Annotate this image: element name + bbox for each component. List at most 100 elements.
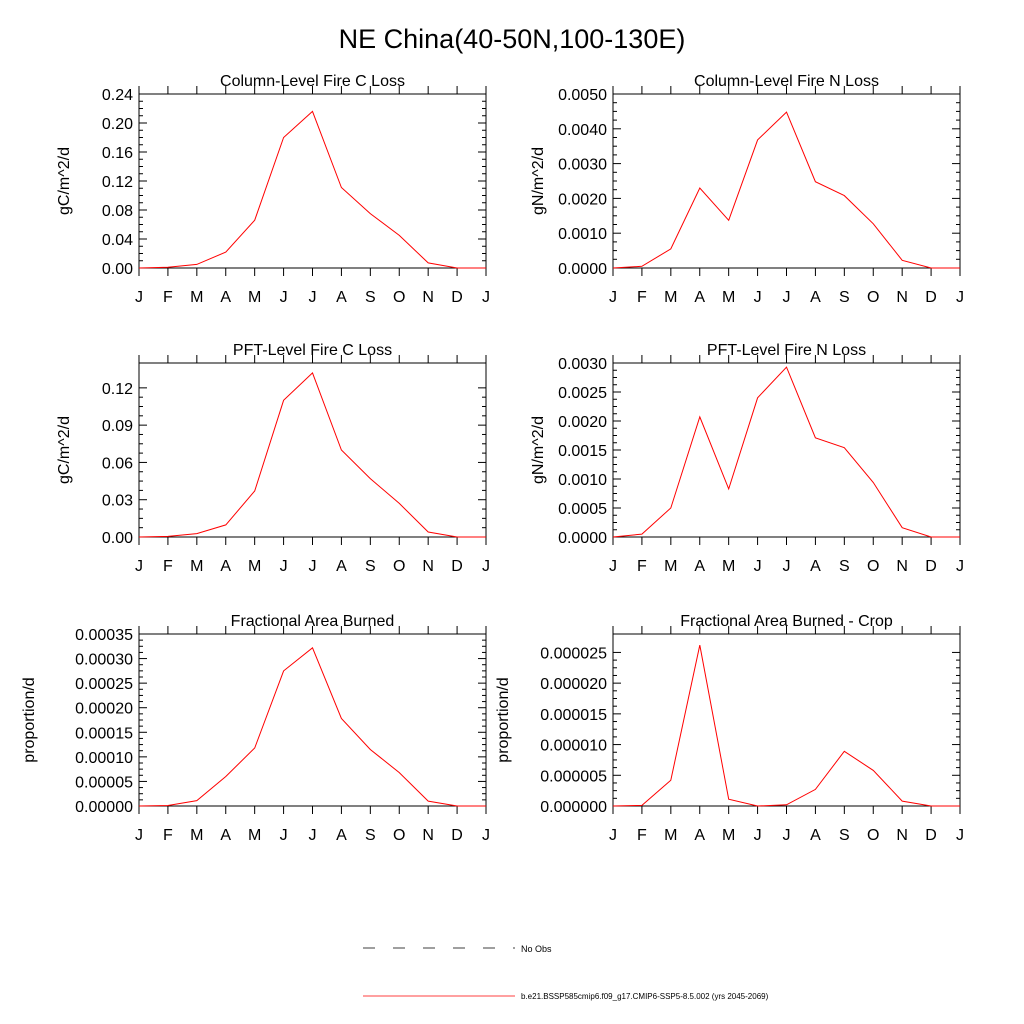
y-tick-label: 0.000000 xyxy=(540,799,607,816)
plot-frame xyxy=(138,633,487,807)
chart-panel-4: PFT-Level Fire N Loss gN/m^2/d 0.0000 0.000… xyxy=(530,342,964,575)
x-tick-label: A xyxy=(336,558,347,575)
y-tick-label: 0.20 xyxy=(102,116,133,133)
x-tick-label: D xyxy=(925,558,937,575)
y-tick-label: 0.0000 xyxy=(558,261,607,278)
x-tick-label: M xyxy=(190,558,203,575)
x-tick-label: D xyxy=(451,827,463,844)
x-tick-label: M xyxy=(664,558,677,575)
y-tick-label: 0.24 xyxy=(102,87,133,104)
y-tick-label: 0.0040 xyxy=(558,122,607,139)
x-tick-label: S xyxy=(839,558,850,575)
x-tick-label: J xyxy=(482,558,490,575)
x-tick-label: M xyxy=(722,558,735,575)
x-tick-label: F xyxy=(163,289,173,306)
y-tick-label: 0.0020 xyxy=(558,414,607,431)
y-tick-label: 0.00000 xyxy=(75,799,133,816)
x-tick-label: M xyxy=(190,289,203,306)
y-tick-label: 0.00025 xyxy=(75,676,133,693)
x-tick-label: J xyxy=(309,558,317,575)
x-tick-label: S xyxy=(365,558,376,575)
y-tick-label: 0.00010 xyxy=(75,750,133,767)
x-tick-label: O xyxy=(393,289,405,306)
y-tick-label: 0.00 xyxy=(102,261,133,278)
x-tick-label: M xyxy=(248,558,261,575)
x-tick-label: A xyxy=(336,289,347,306)
y-tick-label: 0.000025 xyxy=(540,645,607,662)
x-tick-label: O xyxy=(867,558,879,575)
x-tick-label: F xyxy=(637,558,647,575)
chart-panel-1: Column-Level Fire C Loss gC/m^2/d 0.00 0.04… xyxy=(56,73,490,306)
x-tick-label: O xyxy=(867,827,879,844)
x-tick-label: J xyxy=(135,827,143,844)
y-axis-label: gN/m^2/d xyxy=(530,416,547,484)
x-tick-label: F xyxy=(163,827,173,844)
x-tick-label: A xyxy=(810,558,821,575)
x-tick-label: J xyxy=(280,558,288,575)
plot-frame xyxy=(612,633,961,807)
chart-panel-3: PFT-Level Fire C Loss gC/m^2/d 0.00 0.03 0.0… xyxy=(56,342,490,575)
x-tick-label: J xyxy=(280,827,288,844)
x-tick-label: J xyxy=(956,827,964,844)
x-tick-label: F xyxy=(637,289,647,306)
x-tick-label: J xyxy=(956,558,964,575)
plot-frame xyxy=(612,362,961,538)
y-tick-label: 0.12 xyxy=(102,381,133,398)
x-tick-label: J xyxy=(280,289,288,306)
x-tick-label: J xyxy=(754,558,762,575)
x-tick-label: J xyxy=(482,289,490,306)
x-tick-label: D xyxy=(925,827,937,844)
y-axis-label: gC/m^2/d xyxy=(56,416,73,484)
x-tick-label: N xyxy=(896,558,908,575)
x-tick-label: J xyxy=(783,827,791,844)
x-tick-label: A xyxy=(810,289,821,306)
x-tick-label: J xyxy=(956,289,964,306)
x-tick-label: A xyxy=(810,827,821,844)
y-tick-label: 0.04 xyxy=(102,232,133,249)
chart-title: PFT-Level Fire C Loss xyxy=(233,342,392,359)
x-tick-label: M xyxy=(664,289,677,306)
legend: No Obs b.e21.BSSP585cmip6.f09_g17.CMIP6-… xyxy=(363,944,769,1001)
y-tick-label: 0.00035 xyxy=(75,627,133,644)
y-tick-label: 0.000015 xyxy=(540,707,607,724)
y-tick-label: 0.0015 xyxy=(558,443,607,460)
y-tick-label: 0.0010 xyxy=(558,226,607,243)
x-tick-label: N xyxy=(422,558,434,575)
y-axis-label: proportion/d xyxy=(21,677,38,762)
x-tick-label: A xyxy=(694,289,705,306)
y-axis-label: gC/m^2/d xyxy=(56,147,73,215)
series-line xyxy=(138,372,486,538)
plot-frame xyxy=(612,93,961,269)
chart-title: Column-Level Fire C Loss xyxy=(220,73,405,90)
series-line xyxy=(612,111,960,269)
y-tick-label: 0.0020 xyxy=(558,191,607,208)
x-tick-label: O xyxy=(867,289,879,306)
y-tick-label: 0.16 xyxy=(102,145,133,162)
x-tick-label: J xyxy=(609,558,617,575)
x-tick-label: J xyxy=(754,827,762,844)
x-tick-label: F xyxy=(163,558,173,575)
x-tick-label: O xyxy=(393,827,405,844)
x-tick-label: N xyxy=(896,827,908,844)
x-tick-label: S xyxy=(839,289,850,306)
x-tick-label: J xyxy=(135,289,143,306)
x-tick-label: A xyxy=(694,827,705,844)
x-tick-label: S xyxy=(365,289,376,306)
y-tick-label: 0.00020 xyxy=(75,701,133,718)
figure-title: NE China(40-50N,100-130E) xyxy=(339,24,686,54)
x-tick-label: J xyxy=(309,827,317,844)
legend-obs-label: No Obs xyxy=(521,944,552,954)
y-tick-label: 0.00015 xyxy=(75,725,133,742)
chart-panel-5: Fractional Area Burned proportion/d 0.0000… xyxy=(21,613,490,844)
series-line xyxy=(612,644,960,807)
x-tick-label: S xyxy=(365,827,376,844)
x-tick-label: A xyxy=(220,827,231,844)
chart-panel-2: Column-Level Fire N Loss gN/m^2/d 0.0000 0.… xyxy=(530,73,964,306)
x-tick-label: N xyxy=(896,289,908,306)
y-tick-label: 0.0025 xyxy=(558,385,607,402)
x-tick-label: M xyxy=(248,827,261,844)
y-tick-label: 0.06 xyxy=(102,455,133,472)
x-tick-label: M xyxy=(722,827,735,844)
series-line xyxy=(138,110,486,269)
